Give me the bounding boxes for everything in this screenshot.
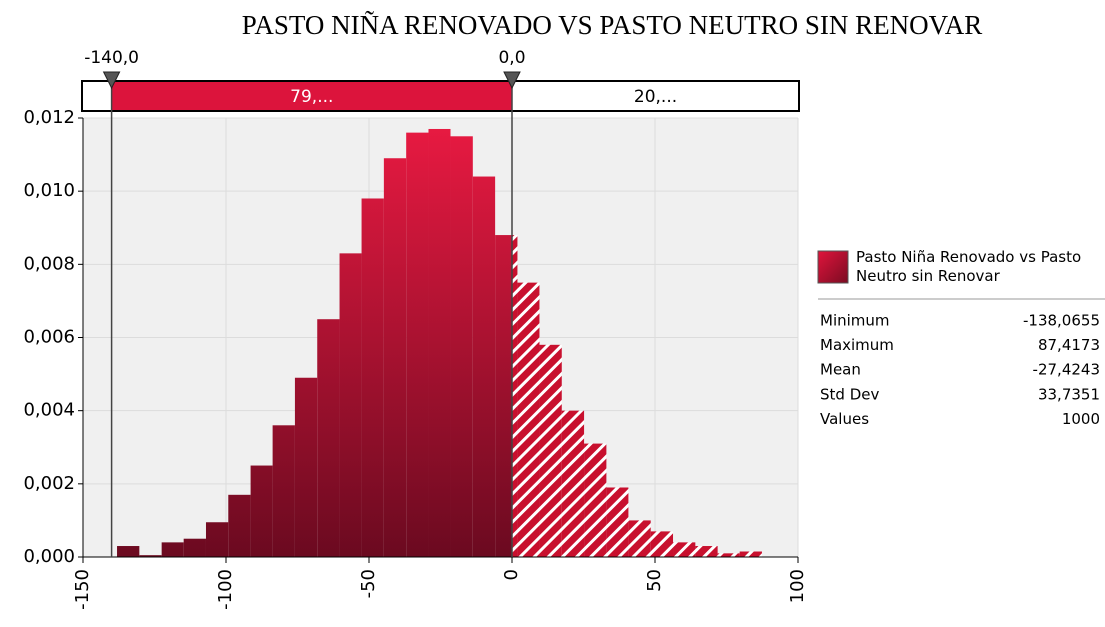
chart-title: PASTO NIÑA RENOVADO VS PASTO NEUTRO SIN … <box>242 10 982 40</box>
bar <box>406 132 429 557</box>
stat-label: Std Dev <box>820 385 879 403</box>
y-tick-label: 0,012 <box>23 107 75 128</box>
y-tick-label: 0,000 <box>23 546 75 567</box>
bar <box>139 555 162 557</box>
stat-value: 33,7351 <box>1038 385 1100 403</box>
y-tick-label: 0,006 <box>23 327 75 348</box>
y-tick-label: 0,010 <box>23 180 75 201</box>
bar <box>339 253 362 557</box>
bar <box>450 136 473 557</box>
bar <box>272 425 295 557</box>
y-tick-label: 0,008 <box>23 253 75 274</box>
delimiter-handle <box>102 71 121 90</box>
bar <box>606 487 629 557</box>
stat-value: 1000 <box>1062 410 1100 428</box>
x-tick-label: -150 <box>72 569 93 610</box>
bar <box>183 538 206 557</box>
x-tick-label: -100 <box>215 569 236 610</box>
region-left <box>111 82 512 110</box>
bar <box>383 158 407 557</box>
bar <box>517 282 540 557</box>
stat-label: Values <box>820 410 869 428</box>
bar <box>739 551 762 557</box>
stat-label: Minimum <box>820 312 890 330</box>
x-tick-label: -50 <box>358 569 379 598</box>
bar <box>250 465 273 557</box>
bar <box>650 531 674 557</box>
bar <box>228 494 251 557</box>
bar <box>512 235 518 558</box>
delimiter-handle <box>503 71 521 90</box>
y-tick-label: 0,002 <box>23 473 75 494</box>
stat-value: 87,4173 <box>1038 336 1100 354</box>
bar <box>205 522 229 557</box>
bar <box>673 542 696 557</box>
stat-value: -138,0655 <box>1023 312 1100 330</box>
stat-value: -27,4243 <box>1033 361 1100 379</box>
bar <box>117 546 140 557</box>
bar <box>561 410 585 557</box>
bar <box>584 443 607 557</box>
bar <box>317 319 340 557</box>
bar <box>428 128 451 557</box>
bar <box>495 235 512 558</box>
y-tick-label: 0,004 <box>23 400 75 421</box>
bar <box>294 377 318 557</box>
delimiter-label: 0,0 <box>498 48 525 68</box>
region-label: 79,... <box>290 87 333 107</box>
legend-swatch <box>817 250 849 284</box>
legend-entry: Pasto Niña Renovado vs Pasto Neutro sin … <box>856 248 1082 285</box>
delimiter-label: -140,0 <box>84 48 139 68</box>
bar <box>717 553 740 557</box>
bar <box>695 546 718 557</box>
x-tick-label: 100 <box>787 569 808 603</box>
bar <box>628 520 651 557</box>
region-label: 20,... <box>634 87 677 107</box>
x-tick-label: 50 <box>644 569 665 592</box>
bar <box>161 542 184 557</box>
bar <box>472 176 496 558</box>
bar <box>539 344 562 557</box>
bar <box>361 198 384 557</box>
x-tick-label: 0 <box>501 569 522 580</box>
stat-label: Maximum <box>820 336 894 354</box>
stat-label: Mean <box>820 361 861 379</box>
